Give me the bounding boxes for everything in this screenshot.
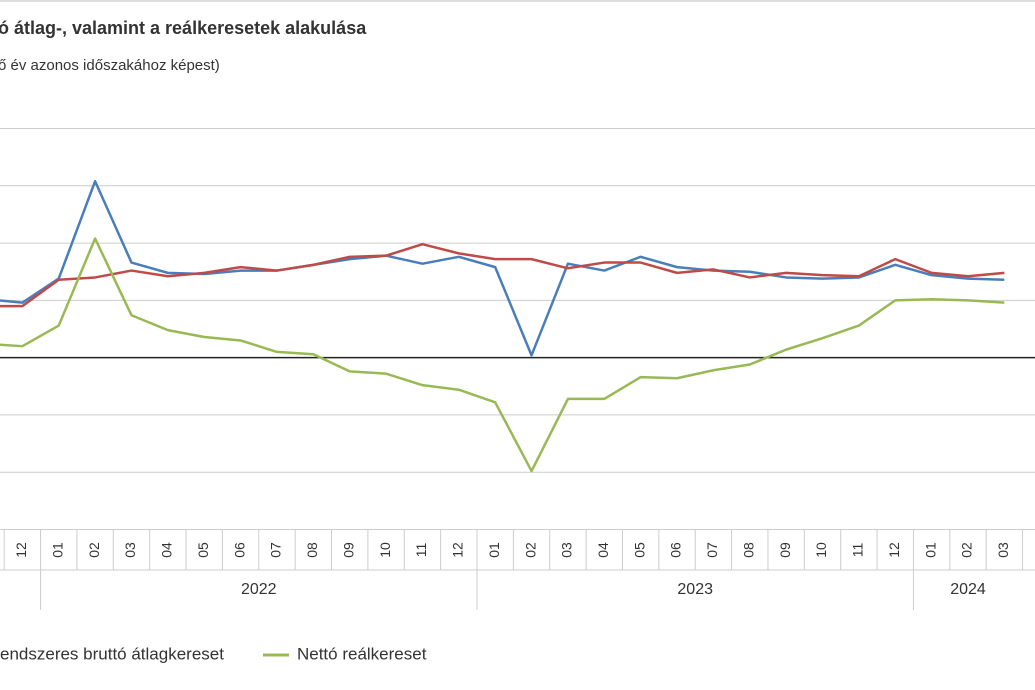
year-label: 2024	[950, 581, 986, 598]
x-tick-label: 06	[231, 542, 247, 558]
x-tick-label: 03	[559, 542, 575, 558]
x-tick-label: 05	[195, 542, 211, 558]
x-tick-label: 05	[631, 542, 647, 558]
x-tick-label: 09	[340, 542, 356, 558]
x-tick-label: 01	[922, 542, 938, 558]
x-tick-label: 12	[450, 542, 466, 558]
year-label: 2023	[677, 581, 713, 598]
x-tick-label: 02	[959, 542, 975, 558]
x-tick-label: 10	[813, 542, 829, 558]
x-tick-label: 07	[268, 542, 284, 558]
x-tick-label: 01	[49, 542, 65, 558]
x-tick-label: 08	[304, 542, 320, 558]
series-line	[0, 237, 1005, 473]
chart-subtitle: ő év azonos időszakához képest)	[0, 57, 220, 74]
x-tick-label: 03	[122, 542, 138, 558]
x-tick-label: 02	[522, 542, 538, 558]
x-tick-label: 09	[777, 542, 793, 558]
x-tick-label: 03	[995, 542, 1011, 558]
year-label: 2022	[241, 581, 277, 598]
chart-title: ó átlag-, valamint a reálkeresetek alaku…	[0, 18, 367, 38]
series-line	[0, 242, 1005, 308]
x-tick-label: 10	[377, 542, 393, 558]
x-tick-label: 01	[486, 542, 502, 558]
x-tick-label: 04	[595, 542, 611, 558]
x-tick-label: 11	[413, 543, 429, 558]
series-line	[0, 179, 1005, 357]
x-tick-label: 07	[704, 542, 720, 558]
x-tick-label: 11	[850, 543, 866, 558]
x-tick-label: 12	[886, 542, 902, 558]
x-tick-label: 12	[13, 542, 29, 558]
legend-label: endszeres bruttó átlagkereset	[0, 644, 224, 663]
x-tick-label: 06	[668, 542, 684, 558]
x-tick-label: 02	[86, 542, 102, 558]
legend-label: Nettó reálkereset	[297, 644, 427, 663]
x-tick-label: 04	[159, 542, 175, 558]
x-tick-label: 08	[740, 542, 756, 558]
